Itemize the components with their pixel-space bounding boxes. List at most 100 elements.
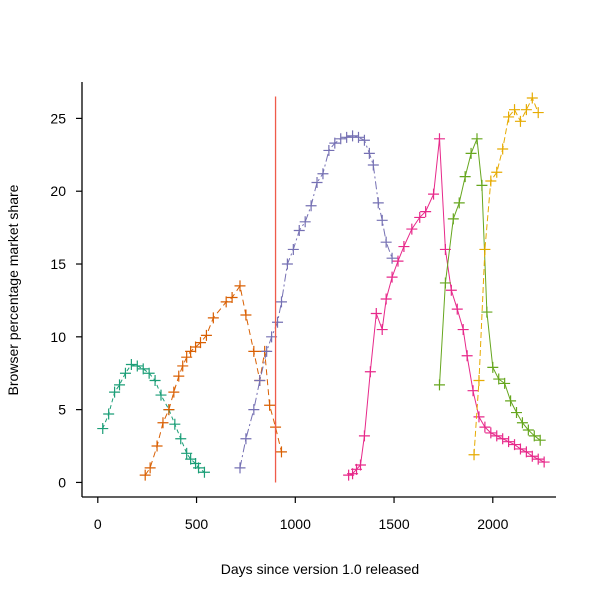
data-point: [358, 134, 370, 146]
data-point: [386, 271, 398, 283]
data-point: [287, 243, 299, 255]
data-point: [234, 462, 246, 474]
data-point: [491, 166, 503, 178]
data-point: [499, 377, 511, 389]
data-point: [372, 197, 384, 209]
series-line: [239, 135, 393, 468]
data-point: [505, 395, 517, 407]
data-point: [131, 360, 143, 372]
y-tick-label: 20: [50, 183, 66, 199]
data-point: [526, 450, 538, 462]
data-point: [254, 375, 266, 387]
data-point: [511, 407, 522, 419]
data-point: [181, 447, 193, 459]
data-point: [520, 446, 532, 458]
data-point: [497, 143, 509, 155]
data-point: [471, 133, 483, 145]
data-point: [261, 345, 273, 357]
data-point: [514, 115, 526, 127]
data-point: [168, 386, 180, 398]
y-tick-label: 15: [50, 256, 66, 272]
data-point: [248, 345, 260, 357]
data-point: [476, 179, 488, 191]
data-point: [190, 341, 202, 353]
data-point: [485, 427, 497, 439]
data-point: [198, 466, 210, 478]
data-point: [195, 337, 206, 349]
data-point: [433, 133, 445, 145]
data-point: [177, 360, 189, 372]
data-point: [420, 206, 432, 218]
data-point: [157, 417, 169, 429]
data-point: [281, 258, 293, 270]
series-line: [348, 138, 545, 476]
series-1: [97, 358, 210, 478]
data-point: [487, 361, 499, 373]
x-tick-label: 0: [94, 516, 102, 532]
y-tick-label: 25: [50, 110, 66, 126]
series-line: [144, 284, 282, 476]
x-tick-label: 1000: [280, 516, 311, 532]
data-point: [376, 324, 388, 336]
data-point: [143, 367, 155, 379]
data-point: [491, 430, 503, 442]
y-tick-label: 5: [58, 402, 66, 418]
data-point: [240, 433, 252, 445]
x-tick-label: 2000: [477, 516, 508, 532]
data-point: [453, 197, 465, 209]
data-point: [457, 324, 469, 336]
data-point: [364, 366, 376, 378]
data-point: [97, 423, 109, 435]
data-point: [534, 434, 546, 446]
data-point: [341, 131, 353, 143]
data-point: [353, 131, 364, 143]
data-point: [363, 147, 375, 159]
data-point: [514, 443, 526, 455]
data-point: [103, 408, 115, 420]
data-point: [479, 421, 491, 433]
data-point: [380, 236, 392, 248]
data-point: [459, 171, 471, 183]
data-point: [528, 430, 540, 442]
series-line: [439, 138, 541, 441]
data-point: [376, 214, 388, 226]
data-point: [299, 216, 311, 228]
data-point: [169, 418, 181, 430]
data-point: [305, 200, 317, 212]
data-point: [114, 379, 126, 391]
data-point: [522, 424, 534, 436]
series-5: [433, 133, 546, 446]
data-point: [226, 292, 238, 304]
data-point: [144, 462, 156, 474]
data-point: [451, 303, 463, 315]
data-point: [240, 309, 252, 321]
data-point: [509, 439, 521, 451]
data-point: [119, 367, 131, 379]
data-point: [447, 213, 459, 225]
data-point: [439, 277, 451, 289]
data-point: [406, 223, 418, 235]
data-point: [520, 104, 532, 116]
x-axis-label: Days since version 1.0 released: [221, 561, 419, 577]
data-point: [185, 453, 197, 465]
data-point: [155, 389, 167, 401]
data-point: [392, 255, 404, 267]
data-point: [329, 137, 341, 149]
data-point: [370, 308, 382, 320]
data-point: [532, 107, 544, 119]
data-point: [433, 379, 445, 391]
data-point: [497, 433, 509, 445]
series-3: [234, 130, 398, 474]
data-point: [468, 449, 480, 461]
data-point: [347, 130, 359, 142]
series-4: [343, 133, 550, 481]
data-point: [220, 296, 232, 308]
data-point: [272, 316, 284, 328]
data-point: [473, 411, 485, 423]
data-point: [173, 370, 185, 382]
data-point: [185, 345, 197, 357]
y-tick-label: 10: [50, 329, 66, 345]
series-6: [468, 92, 544, 461]
data-point: [181, 351, 193, 363]
